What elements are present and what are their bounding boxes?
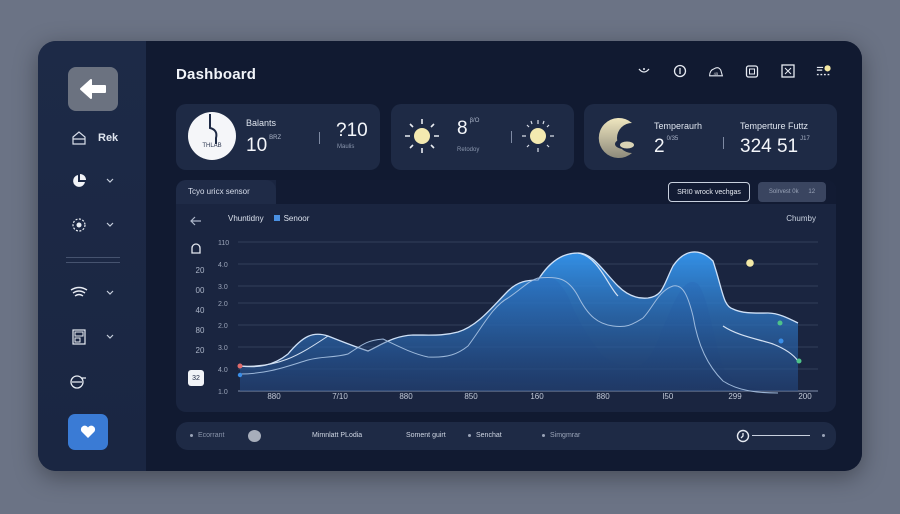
left-axis: 20 00 40 80 20 bbox=[195, 266, 205, 355]
sidebar-item-layout[interactable] bbox=[68, 326, 116, 348]
balance-label: Balants bbox=[246, 118, 277, 128]
timeline-slider[interactable] bbox=[752, 435, 810, 436]
area-chart[interactable]: 110 4.0 3.0 2.0 2.0 3.0 4.0 1.0 bbox=[218, 236, 828, 396]
svg-text:4.0: 4.0 bbox=[218, 367, 228, 374]
divider bbox=[723, 137, 724, 149]
moon-cloud-icon bbox=[598, 118, 634, 158]
svg-text:2.0: 2.0 bbox=[218, 323, 228, 330]
calendar-icon[interactable] bbox=[744, 63, 760, 79]
svg-text:4.0: 4.0 bbox=[218, 262, 228, 269]
status-item-plodia[interactable]: Mimnlatt PLodia bbox=[312, 432, 363, 439]
chevron-down-icon[interactable] bbox=[106, 288, 116, 298]
cloud-icon[interactable]: 45 bbox=[708, 63, 724, 79]
bell-icon[interactable] bbox=[191, 242, 201, 254]
sidebar: Rek bbox=[38, 41, 146, 471]
value-badge[interactable]: 32 bbox=[188, 370, 204, 386]
status-dot bbox=[542, 433, 545, 437]
status-dot bbox=[468, 433, 471, 437]
clock-icon[interactable] bbox=[736, 429, 750, 443]
slider-end-dot bbox=[822, 434, 825, 437]
sidebar-item-settings[interactable] bbox=[68, 214, 116, 236]
header-toolbar: 45 bbox=[636, 63, 832, 79]
chart-action-button[interactable]: SRI0 wrock vechgas bbox=[668, 182, 750, 202]
sidebar-item-home[interactable]: Rek bbox=[68, 127, 118, 149]
layout-icon bbox=[68, 326, 90, 348]
status-item-guirt[interactable]: Soment guirt bbox=[406, 432, 446, 439]
balance-card[interactable]: THLAB Balants 10 BRZ ?10 Maulis bbox=[176, 104, 380, 170]
temperature-futtz-value: 324 51 J17 bbox=[740, 136, 810, 157]
status-dot bbox=[190, 433, 193, 437]
svg-text:1.0: 1.0 bbox=[218, 389, 228, 396]
chart-right-label: Chumby bbox=[786, 214, 816, 223]
svg-text:2.0: 2.0 bbox=[218, 301, 228, 308]
sun-refresh-icon bbox=[522, 120, 554, 152]
arrow-left-icon[interactable] bbox=[190, 216, 202, 226]
status-item-current[interactable]: Ecorrant bbox=[190, 432, 224, 439]
legend-item-senoor[interactable]: Senoor bbox=[273, 214, 309, 223]
secondary-label: Maulis bbox=[337, 144, 355, 150]
sun-settings-icon bbox=[68, 214, 90, 236]
toggle-knob[interactable] bbox=[248, 430, 261, 442]
arrow-left-icon bbox=[80, 79, 106, 99]
svg-text:3.0: 3.0 bbox=[218, 345, 228, 352]
pie-chart-icon bbox=[68, 170, 90, 192]
balance-value: 10 BRZ bbox=[246, 135, 282, 156]
chevron-down-icon[interactable] bbox=[106, 220, 116, 230]
chart-header bbox=[276, 180, 836, 204]
legend-swatch bbox=[273, 215, 280, 221]
legend-item-vhuntidny[interactable]: Vhuntidny bbox=[228, 214, 264, 223]
temperature-futtz-label: Temperture Futtz bbox=[740, 121, 809, 131]
sensor-chart-panel: Tcyo uricx sensor SRI0 wrock vechgas Sol… bbox=[176, 180, 836, 412]
sidebar-item-wifi[interactable] bbox=[68, 282, 116, 304]
temperature-card[interactable]: Temperaurh 2 0/35 Temperture Futtz 324 51… bbox=[584, 104, 837, 170]
sun-menu-icon[interactable] bbox=[816, 63, 832, 79]
sidebar-item-label: Rek bbox=[98, 132, 119, 144]
chart-legend: Vhuntidny Senoor bbox=[228, 214, 309, 223]
weather-value: 8 β/O bbox=[457, 118, 480, 139]
app-window: Rek bbox=[38, 41, 862, 471]
profile-icon bbox=[68, 370, 90, 392]
chevron-down-icon[interactable] bbox=[106, 176, 116, 186]
back-button[interactable] bbox=[68, 67, 118, 111]
page-title: Dashboard bbox=[176, 66, 257, 83]
status-item-simgmrar[interactable]: Simgmrar bbox=[542, 432, 580, 439]
grid-icon[interactable] bbox=[780, 63, 796, 79]
temperature-value: 2 0/35 bbox=[654, 136, 679, 157]
chevron-down-icon[interactable] bbox=[106, 332, 116, 342]
smile-icon[interactable] bbox=[636, 63, 652, 79]
sidebar-divider bbox=[66, 257, 120, 258]
wifi-icon bbox=[68, 282, 90, 304]
sidebar-item-profile[interactable] bbox=[68, 370, 90, 392]
thlab-logo: THLAB bbox=[188, 112, 236, 160]
heart-icon bbox=[80, 425, 96, 438]
weather-card[interactable]: 8 β/O Retodoy bbox=[391, 104, 574, 170]
sidebar-item-chart[interactable] bbox=[68, 170, 116, 192]
home-icon bbox=[68, 127, 90, 149]
sidebar-divider bbox=[66, 262, 120, 263]
favorites-button[interactable] bbox=[68, 414, 108, 450]
divider bbox=[319, 132, 320, 144]
bottom-status-bar: Ecorrant Mimnlatt PLodia Soment guirt Se… bbox=[176, 422, 836, 450]
svg-text:110: 110 bbox=[218, 240, 229, 247]
divider bbox=[511, 131, 512, 143]
secondary-value: ?10 bbox=[336, 120, 368, 141]
main-content: Dashboard 45 THLA bbox=[146, 41, 862, 471]
svg-text:45: 45 bbox=[714, 71, 719, 76]
sun-icon bbox=[405, 119, 439, 153]
svg-text:3.0: 3.0 bbox=[218, 284, 228, 291]
status-item-senchat[interactable]: Senchat bbox=[468, 432, 502, 439]
temperature-label: Temperaurh bbox=[654, 121, 703, 131]
tab-sensor[interactable]: Tcyo uricx sensor bbox=[176, 180, 276, 204]
chart-filter-button[interactable]: Solrvest 0k 12 bbox=[758, 182, 826, 202]
weather-label: Retodoy bbox=[457, 147, 480, 153]
info-icon[interactable] bbox=[672, 63, 688, 79]
